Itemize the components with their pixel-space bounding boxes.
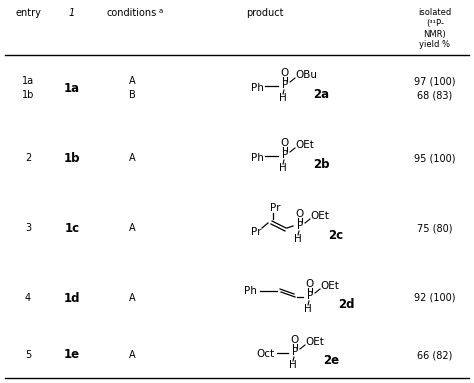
Text: 2c: 2c [328,229,343,242]
Text: P: P [282,80,288,90]
Text: 1c: 1c [64,221,80,234]
Text: Ph: Ph [244,286,257,296]
Text: A: A [128,153,135,163]
Text: 2a: 2a [313,87,329,100]
Text: P: P [292,347,298,357]
Text: P: P [297,221,303,231]
Text: 2: 2 [25,153,31,163]
Text: 2e: 2e [323,355,339,368]
Text: OEt: OEt [320,281,339,291]
Text: 2b: 2b [313,157,329,170]
Text: 1d: 1d [64,291,80,304]
Text: 2d: 2d [338,298,355,311]
Text: A: A [128,293,135,303]
Text: Pr: Pr [251,227,261,237]
Text: O: O [281,68,289,78]
Text: OBu: OBu [295,70,317,80]
Text: O: O [296,209,304,219]
Text: OEt: OEt [295,140,314,150]
Text: Oct: Oct [256,349,274,359]
Text: A: A [128,223,135,233]
Text: 1b: 1b [64,152,80,165]
Text: P: P [282,150,288,160]
Text: 5: 5 [25,350,31,360]
Text: 1e: 1e [64,349,80,362]
Text: H: H [279,163,287,173]
Text: entry: entry [15,8,41,18]
Text: 97 (100)
68 (83): 97 (100) 68 (83) [414,76,456,100]
Text: P: P [307,291,313,301]
Text: a: a [159,8,163,14]
Text: H: H [279,93,287,103]
Text: 75 (80): 75 (80) [417,223,453,233]
Text: 1: 1 [69,8,75,18]
Text: 66 (82): 66 (82) [417,350,453,360]
Text: 95 (100): 95 (100) [414,153,456,163]
Text: OEt: OEt [310,211,329,221]
Text: conditions: conditions [107,8,157,18]
Text: O: O [306,279,314,289]
Text: 3: 3 [25,223,31,233]
Text: product: product [246,8,284,18]
Text: Ph: Ph [251,153,264,163]
Text: H: H [304,304,312,314]
Text: O: O [281,138,289,148]
Text: H: H [294,234,302,244]
Text: isolated
(³¹P-
NMR)
yield %: isolated (³¹P- NMR) yield % [419,8,452,49]
Text: 1a: 1a [64,82,80,95]
Text: Ph: Ph [251,83,264,93]
Text: H: H [289,360,297,370]
Text: O: O [291,335,299,345]
Text: A
B: A B [128,76,136,100]
Text: 92 (100): 92 (100) [414,293,456,303]
Text: 1a
1b: 1a 1b [22,76,34,100]
Text: OEt: OEt [305,337,324,347]
Text: Pr: Pr [270,203,280,213]
Text: A: A [128,350,135,360]
Text: 4: 4 [25,293,31,303]
